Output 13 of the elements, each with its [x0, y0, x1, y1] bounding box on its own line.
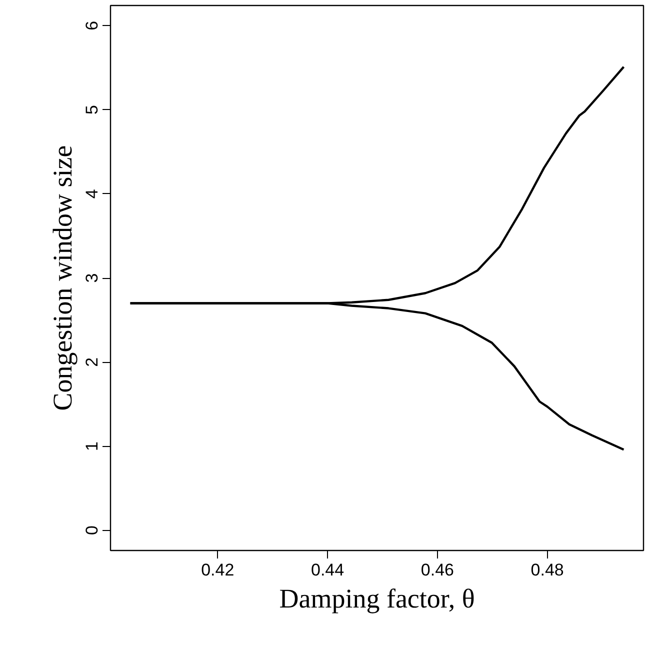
y-tick-label: 1	[82, 441, 102, 451]
x-tick-label: 0.46	[420, 560, 454, 580]
y-tick-label: 5	[82, 105, 102, 115]
x-tick-label: 0.44	[311, 560, 344, 580]
y-tick-label: 2	[82, 357, 102, 367]
x-tick-label: 0.48	[530, 560, 564, 580]
x-axis-title: Damping factor, θ	[279, 584, 475, 614]
y-tick-label: 3	[82, 273, 102, 283]
x-tick-label: 0.42	[201, 560, 234, 580]
y-axis-title: Congestion window size	[48, 145, 78, 411]
y-tick-label: 0	[82, 526, 102, 536]
y-tick-label: 4	[82, 189, 102, 199]
y-tick-label: 6	[82, 20, 102, 30]
